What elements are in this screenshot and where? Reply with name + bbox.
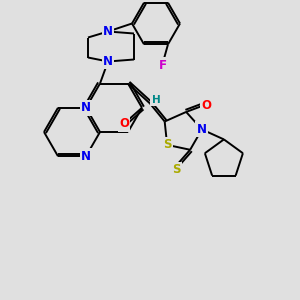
Text: N: N [103,55,113,68]
Text: O: O [201,99,211,112]
Text: N: N [81,101,91,114]
Text: N: N [197,123,207,136]
Text: F: F [159,59,167,72]
Text: H: H [152,94,160,104]
Text: N: N [103,25,113,38]
Text: N: N [81,150,91,163]
Text: S: S [172,163,180,176]
Text: O: O [119,117,129,130]
Text: S: S [163,138,171,152]
